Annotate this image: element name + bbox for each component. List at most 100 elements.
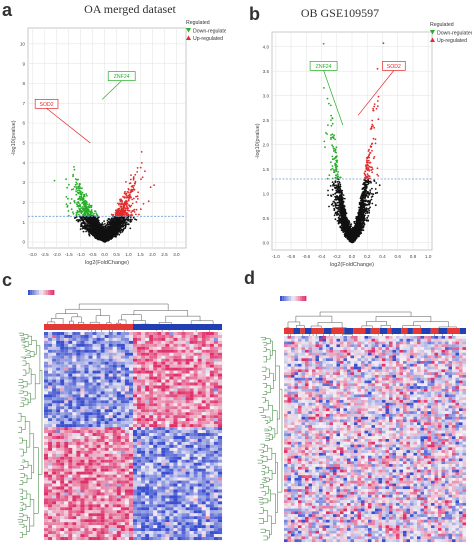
point-a-2444 xyxy=(77,220,80,223)
point-a-1149 xyxy=(53,179,56,182)
point-a-2370 xyxy=(92,215,95,218)
point-b-1458 xyxy=(334,218,337,221)
y-tick-b-8: 4.0 xyxy=(263,44,270,49)
point-a-1653 xyxy=(131,198,133,201)
point-a-2464 xyxy=(84,203,87,206)
point-a-2595 xyxy=(82,222,85,225)
point-a-2385 xyxy=(96,214,99,217)
point-a-1195 xyxy=(118,233,121,236)
y-tick-a-10: 10 xyxy=(20,41,26,46)
point-a-1172 xyxy=(128,197,131,200)
point-a-1861 xyxy=(131,218,133,221)
x-tick-a-6: 0.0 xyxy=(101,252,108,257)
point-a-2496 xyxy=(118,214,121,217)
point-b-1503 xyxy=(335,151,337,154)
x-tick-a-1: -2.5 xyxy=(41,252,49,257)
point-a-2193 xyxy=(73,185,76,188)
point-a-2124 xyxy=(75,186,78,188)
point-a-1689 xyxy=(80,223,82,226)
point-a-2539 xyxy=(86,224,89,227)
point-a-89 xyxy=(74,178,77,180)
point-b-2184 xyxy=(372,125,375,127)
point-a-2570 xyxy=(82,220,85,223)
point-b-1828 xyxy=(364,174,367,177)
point-a-1691 xyxy=(84,226,87,228)
point-a-2505 xyxy=(87,227,90,230)
point-a-2122 xyxy=(115,228,118,230)
point-a-2572 xyxy=(103,239,106,242)
point-a-2527 xyxy=(103,230,105,233)
point-a-1122 xyxy=(130,174,132,177)
point-b-1313 xyxy=(338,182,341,184)
y-tick-b-7: 3.5 xyxy=(263,69,270,74)
point-a-2352 xyxy=(67,210,70,212)
point-a-2183 xyxy=(83,214,86,217)
y-tick-b-1: 0.5 xyxy=(263,216,270,221)
point-a-1271 xyxy=(129,220,132,223)
point-a-2466 xyxy=(106,230,109,233)
point-a-866 xyxy=(125,181,127,183)
point-a-2254 xyxy=(94,218,96,221)
point-a-2008 xyxy=(129,214,132,217)
point-b-1104 xyxy=(327,124,329,126)
point-b-714 xyxy=(368,211,371,214)
point-b-1922 xyxy=(371,171,373,174)
point-b-1038 xyxy=(334,176,337,179)
point-a-1591 xyxy=(132,178,135,181)
point-b-389 xyxy=(327,194,329,197)
x-tick-b-6: 0.2 xyxy=(364,254,371,259)
point-a-2243 xyxy=(118,211,121,214)
point-a-2427 xyxy=(123,196,126,199)
point-a-2368 xyxy=(127,209,130,212)
point-a-2597 xyxy=(104,235,107,238)
panel-b-title: OB GSE109597 xyxy=(300,6,380,20)
x-tick-b-7: 0.4 xyxy=(379,254,386,259)
point-b-1958 xyxy=(367,199,370,202)
point-b-110 xyxy=(369,191,372,194)
point-a-2429 xyxy=(111,229,114,232)
point-a-2542 xyxy=(103,232,106,235)
point-a-2068 xyxy=(97,223,100,226)
point-a-2313 xyxy=(102,226,104,228)
point-a-2579 xyxy=(88,220,91,223)
point-a-988 xyxy=(76,203,78,206)
point-a-2524 xyxy=(89,212,92,214)
point-a-2544 xyxy=(114,226,116,229)
point-b-1874 xyxy=(365,156,368,159)
point-b-1729 xyxy=(333,207,336,210)
point-b-2057 xyxy=(330,114,332,117)
point-a-2234 xyxy=(114,214,117,216)
point-b-1705 xyxy=(326,97,329,100)
point-a-2423 xyxy=(130,204,133,207)
point-a-1720 xyxy=(82,218,84,221)
point-a-2565 xyxy=(84,227,86,230)
annotation-leader-a-1 xyxy=(46,108,91,144)
point-a-2010 xyxy=(122,208,125,211)
point-a-1874 xyxy=(118,230,121,233)
point-a-1943 xyxy=(129,205,132,208)
point-a-1840 xyxy=(87,206,90,209)
point-a-1178 xyxy=(83,221,86,224)
point-b-895 xyxy=(335,170,338,173)
legend-down-marker-a xyxy=(186,28,191,33)
point-b-1991 xyxy=(368,202,371,205)
point-b-459 xyxy=(333,214,336,217)
point-a-2279 xyxy=(87,211,89,214)
point-a-60 xyxy=(81,227,84,230)
point-a-2438 xyxy=(131,202,134,205)
x-tick-a-3: -1.5 xyxy=(65,252,73,257)
point-b-2132 xyxy=(335,189,338,192)
point-a-144 xyxy=(88,206,91,209)
point-a-2551 xyxy=(127,213,130,216)
point-a-2459 xyxy=(114,220,117,222)
point-b-2078 xyxy=(341,203,344,206)
point-a-2428 xyxy=(87,217,89,220)
point-a-2082 xyxy=(88,234,91,237)
point-a-1449 xyxy=(114,212,117,214)
y-tick-a-3: 3 xyxy=(22,180,25,185)
point-a-2422 xyxy=(78,213,80,216)
point-a-2596 xyxy=(118,207,121,210)
point-b-2267 xyxy=(332,205,335,207)
point-b-294 xyxy=(324,146,326,148)
point-a-2568 xyxy=(92,228,94,231)
